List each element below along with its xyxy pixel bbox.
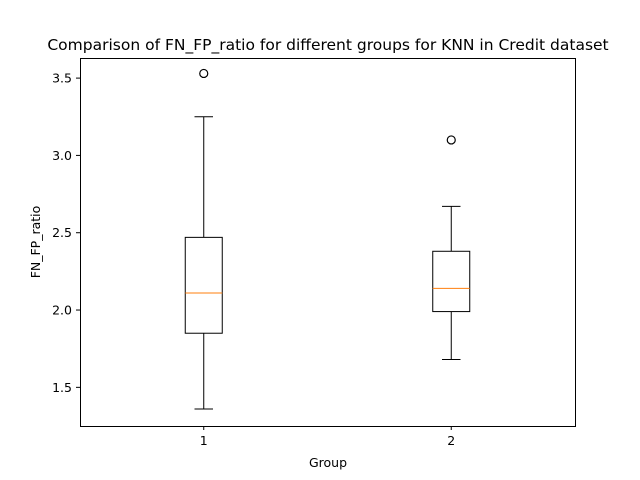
y-tick-label: 1.5 <box>52 380 72 395</box>
y-tick-label: 3.5 <box>52 71 72 86</box>
y-tick-label: 3.0 <box>52 148 72 163</box>
iqr-box <box>432 250 471 313</box>
box-group-1 <box>184 68 223 410</box>
y-axis-label: FN_FP_ratio <box>28 206 43 279</box>
x-tick-label: 2 <box>447 433 455 448</box>
box-group-2 <box>432 135 471 361</box>
box-series <box>184 68 471 410</box>
plot-area-frame <box>80 58 576 427</box>
outlier-point <box>199 68 209 79</box>
outlier-point <box>446 135 456 145</box>
y-tick-label: 2.0 <box>52 303 72 318</box>
y-tick-label: 2.5 <box>52 225 72 240</box>
x-tick-label: 1 <box>200 433 208 448</box>
x-axis-label: Group <box>309 455 347 470</box>
chart-title: Comparison of FN_FP_ratio for different … <box>47 36 608 55</box>
iqr-box <box>184 236 223 334</box>
y-axis: 1.5 2.0 2.5 3.0 3.5 <box>52 71 80 395</box>
